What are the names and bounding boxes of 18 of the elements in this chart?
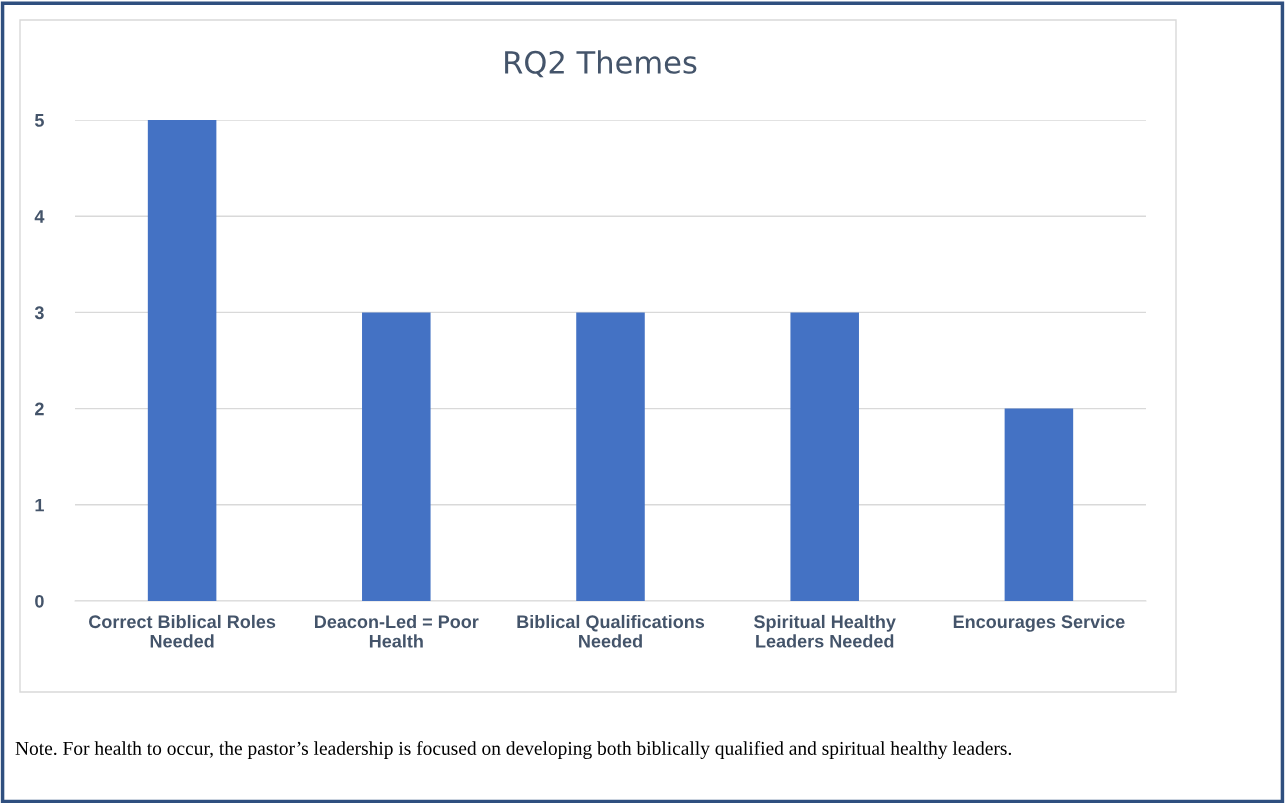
x-tick-label: Correct Biblical Roles Needed <box>89 614 276 648</box>
text: Note. For health to occur, the pastor’s leadership is focused on developing both biblically qualified and spiritual healthy leaders. <box>15 741 1012 759</box>
y-tick-label: 1 <box>35 498 44 512</box>
x-tick-label: Biblical Qualifications Needed <box>517 614 705 648</box>
x-tick-label: Encourages Service <box>953 614 1125 632</box>
y-tick-label: 2 <box>35 402 44 416</box>
y-tick-label: 4 <box>34 210 45 223</box>
bar <box>362 312 431 601</box>
bar <box>147 120 217 601</box>
bar <box>790 312 859 601</box>
y-tick-label: 0 <box>35 594 44 608</box>
bar <box>1004 408 1074 601</box>
x-tick-label: Spiritual Healthy Leaders Needed <box>753 614 896 648</box>
bar <box>576 312 645 601</box>
y-tick-label: 5 <box>34 114 44 127</box>
y-tick-label: 3 <box>34 306 44 320</box>
x-tick-label: Deacon-Led = Poor Health <box>314 614 479 648</box>
chart-title: RQ2 Themes <box>505 50 697 78</box>
